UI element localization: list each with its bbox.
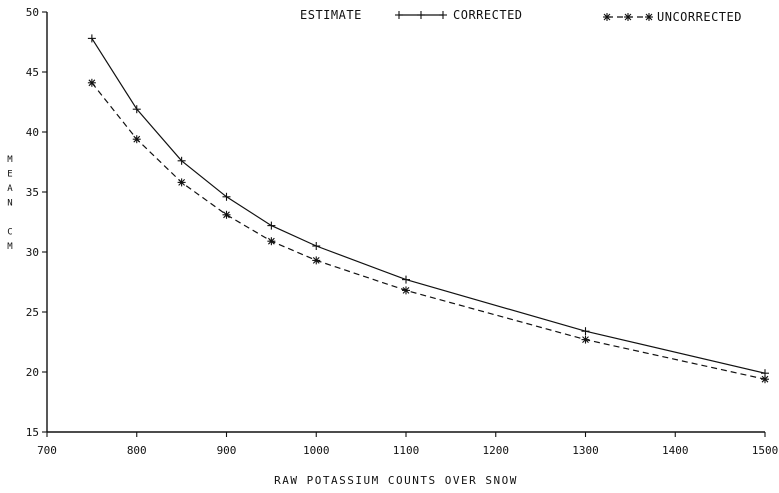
- y-axis-title-char-6: M: [7, 242, 13, 252]
- x-tick-label-800: 800: [127, 444, 147, 457]
- legend-marker-corrected-1: [417, 11, 425, 19]
- data-point-corrected-1100: [402, 275, 410, 284]
- y-axis-title-char-5: C: [7, 228, 12, 238]
- y-axis-title-char-1: E: [7, 170, 12, 180]
- data-point-corrected-850: [177, 156, 186, 165]
- x-axis-title: RAW POTASSIUM COUNTS OVER SNOW: [274, 474, 518, 487]
- x-tick-label-900: 900: [217, 444, 237, 457]
- legend-label-corrected: CORRECTED: [453, 8, 523, 22]
- legend: ESTIMATE CORRECTED UNCORRECTED: [300, 8, 742, 24]
- data-point-corrected-900: [222, 192, 231, 201]
- legend-marker-uncorrected-2: [645, 13, 653, 21]
- legend-label-uncorrected: UNCORRECTED: [657, 10, 742, 24]
- x-tick-label-1300: 1300: [572, 444, 599, 457]
- series-plot-area: [87, 34, 769, 384]
- y-axis-title-char-2: A: [7, 184, 13, 194]
- legend-sample-uncorrected: [603, 13, 653, 21]
- legend-title: ESTIMATE: [300, 8, 362, 22]
- data-point-uncorrected-1300: [581, 335, 590, 344]
- y-tick-label-30: 30: [26, 246, 39, 259]
- y-tick-label-40: 40: [26, 126, 39, 139]
- axes: [46, 12, 765, 433]
- data-point-uncorrected-950: [267, 237, 276, 246]
- x-tick-label-1000: 1000: [303, 444, 330, 457]
- y-tick-label-35: 35: [26, 186, 39, 199]
- data-point-uncorrected-1100: [402, 286, 410, 295]
- data-point-uncorrected-1000: [312, 256, 321, 265]
- legend-marker-corrected-0: [395, 11, 403, 19]
- y-tick-label-45: 45: [26, 66, 39, 79]
- y-axis-title-char-0: M: [7, 155, 13, 165]
- y-tick-label-15: 15: [26, 426, 39, 439]
- legend-sample-corrected: [395, 11, 447, 19]
- data-point-uncorrected-750: [87, 78, 96, 87]
- y-axis-title-char-3: N: [7, 199, 12, 209]
- x-tick-label-1100: 1100: [393, 444, 420, 457]
- data-point-uncorrected-900: [222, 210, 231, 219]
- data-point-corrected-950: [267, 221, 276, 230]
- legend-marker-uncorrected-0: [603, 13, 611, 21]
- x-tick-label-700: 700: [37, 444, 57, 457]
- data-point-uncorrected-1500: [761, 375, 769, 384]
- data-point-corrected-750: [87, 34, 96, 43]
- tick-marks: 700 800 900 1000 1100 1200 1300 1400 1500 15 20 25 3…: [26, 6, 779, 457]
- y-tick-label-50: 50: [26, 6, 39, 19]
- data-point-corrected-800: [132, 105, 141, 114]
- legend-marker-uncorrected-1: [624, 13, 632, 21]
- series-line-uncorrected: [91, 82, 766, 380]
- series-line-corrected: [91, 38, 766, 374]
- data-point-uncorrected-800: [132, 135, 141, 144]
- data-point-corrected-1000: [312, 242, 321, 250]
- data-point-corrected-1300: [581, 327, 590, 336]
- x-tick-label-1200: 1200: [483, 444, 510, 457]
- x-tick-label-1500: 1500: [752, 444, 779, 457]
- legend-marker-corrected-2: [439, 11, 447, 19]
- x-tick-label-1400: 1400: [662, 444, 689, 457]
- data-point-uncorrected-850: [177, 178, 186, 187]
- y-tick-label-25: 25: [26, 306, 39, 319]
- y-tick-label-20: 20: [26, 366, 39, 379]
